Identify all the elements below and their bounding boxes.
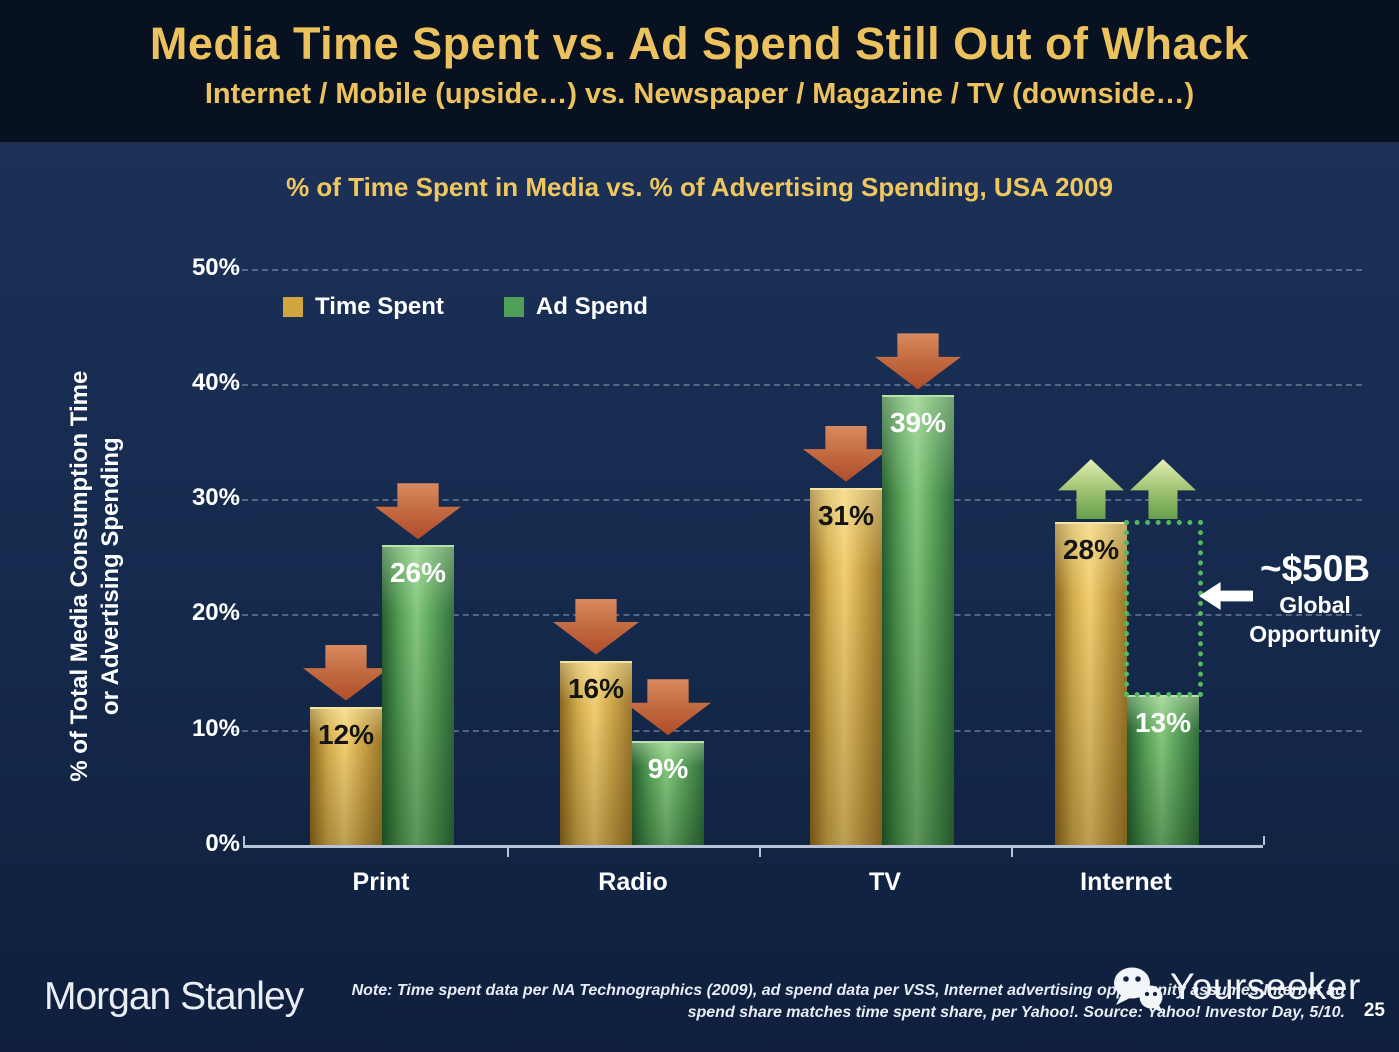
watermark: Yourseeker <box>1108 966 1361 1016</box>
y-axis-label-line1: % of Total Media Consumption Time <box>65 370 93 782</box>
x-axis <box>243 845 1263 848</box>
x-axis-tick <box>1011 848 1013 857</box>
y-tick-50%: 50% <box>191 253 240 281</box>
x-axis-tick <box>759 848 761 857</box>
chart-title: % of Time Spent in Media vs. % of Advert… <box>286 172 1113 202</box>
bar-value-print-ad-spend: 26% <box>389 557 447 589</box>
slide-header: Media Time Spent vs. Ad Spend Still Out … <box>0 0 1399 144</box>
slide-title: Media Time Spent vs. Ad Spend Still Out … <box>149 18 1250 69</box>
bar-print-ad-spend <box>382 545 454 847</box>
legend-item-ad-spend: Ad Spend <box>503 293 648 321</box>
source-note: Note: Time spent data per NA Technograph… <box>305 980 1345 1024</box>
up-arrow-icon-internet-time-spent <box>1058 459 1124 520</box>
y-tick-20%: 20% <box>191 599 240 627</box>
morgan-stanley-logo: Morgan Stanley <box>44 975 304 1018</box>
y-tick-0%: 0% <box>205 830 240 857</box>
bar-value-internet-ad-spend: 13% <box>1134 707 1192 739</box>
y-tick-40%: 40% <box>191 368 240 396</box>
down-arrow-icon-print-ad-spend <box>375 483 461 540</box>
y-axis-label: % of Total Media Consumption Time or Adv… <box>64 296 126 856</box>
gridline-50% <box>232 268 1362 271</box>
down-arrow-icon-radio-time-spent <box>553 598 639 655</box>
opportunity-label-line2: Opportunity <box>1249 621 1381 647</box>
slide-subtitle: Internet / Mobile (upside…) vs. Newspape… <box>204 78 1195 110</box>
x-axis-end-tick <box>1263 836 1265 845</box>
bar-radio-ad-spend <box>632 741 704 847</box>
opportunity-value: ~$50B <box>1259 548 1371 589</box>
opportunity-gap-box <box>1124 520 1203 698</box>
down-arrow-icon-tv-ad-spend <box>875 333 961 390</box>
wechat-icon <box>1114 967 1163 1013</box>
watermark-text: Yourseeker <box>1170 966 1361 1007</box>
bar-value-tv-time-spent: 31% <box>817 499 875 531</box>
bar-value-tv-ad-spend: 39% <box>889 407 947 439</box>
down-arrow-icon-radio-ad-spend <box>625 679 711 736</box>
gridline-10% <box>232 729 1362 732</box>
ad-spend-swatch-icon <box>503 297 524 317</box>
y-tick-10%: 10% <box>191 714 240 742</box>
up-arrow-icon-internet-ad-spend <box>1130 459 1196 520</box>
legend-item-time-spent: Time Spent <box>283 293 444 321</box>
down-arrow-icon-print-time-spent <box>303 644 389 701</box>
category-label-internet: Internet <box>1080 868 1172 896</box>
y-tick-30%: 30% <box>191 484 240 512</box>
bar-tv-time-spent <box>810 487 882 847</box>
opportunity-annotation: ~$50B Global Opportunity <box>1240 548 1390 648</box>
bar-tv-ad-spend <box>882 395 954 847</box>
time-spent-swatch-icon <box>283 297 303 317</box>
source-note-line1: Note: Time spent data per NA Technograph… <box>351 982 1345 999</box>
category-label-print: Print <box>352 868 410 896</box>
category-label-tv: TV <box>869 868 901 896</box>
page-number: 25 <box>1363 1000 1385 1021</box>
legend-label-ad-spend: Ad Spend <box>535 293 648 320</box>
bar-value-radio-ad-spend: 9% <box>647 753 689 785</box>
x-axis-end-tick <box>243 836 245 845</box>
source-note-line2: spend share matches time spent share, pe… <box>687 1004 1345 1021</box>
bar-value-radio-time-spent: 16% <box>567 672 625 704</box>
chart-legend: Time Spent Ad Spend <box>283 293 648 321</box>
bar-value-print-time-spent: 12% <box>317 718 375 750</box>
opportunity-label-line1: Global <box>1279 592 1351 618</box>
bar-print-time-spent <box>310 706 382 847</box>
bar-value-internet-time-spent: 28% <box>1062 534 1120 566</box>
x-axis-tick <box>507 848 509 857</box>
bar-radio-time-spent <box>560 660 632 847</box>
category-label-radio: Radio <box>598 868 668 896</box>
y-axis-label-line2: or Advertising Spending <box>97 437 124 716</box>
down-arrow-icon-tv-time-spent <box>803 425 889 482</box>
gridline-20% <box>232 614 1362 617</box>
legend-label-time-spent: Time Spent <box>315 293 444 320</box>
gridline-30% <box>232 499 1362 502</box>
bar-internet-time-spent <box>1055 522 1127 847</box>
gridline-40% <box>232 383 1362 386</box>
